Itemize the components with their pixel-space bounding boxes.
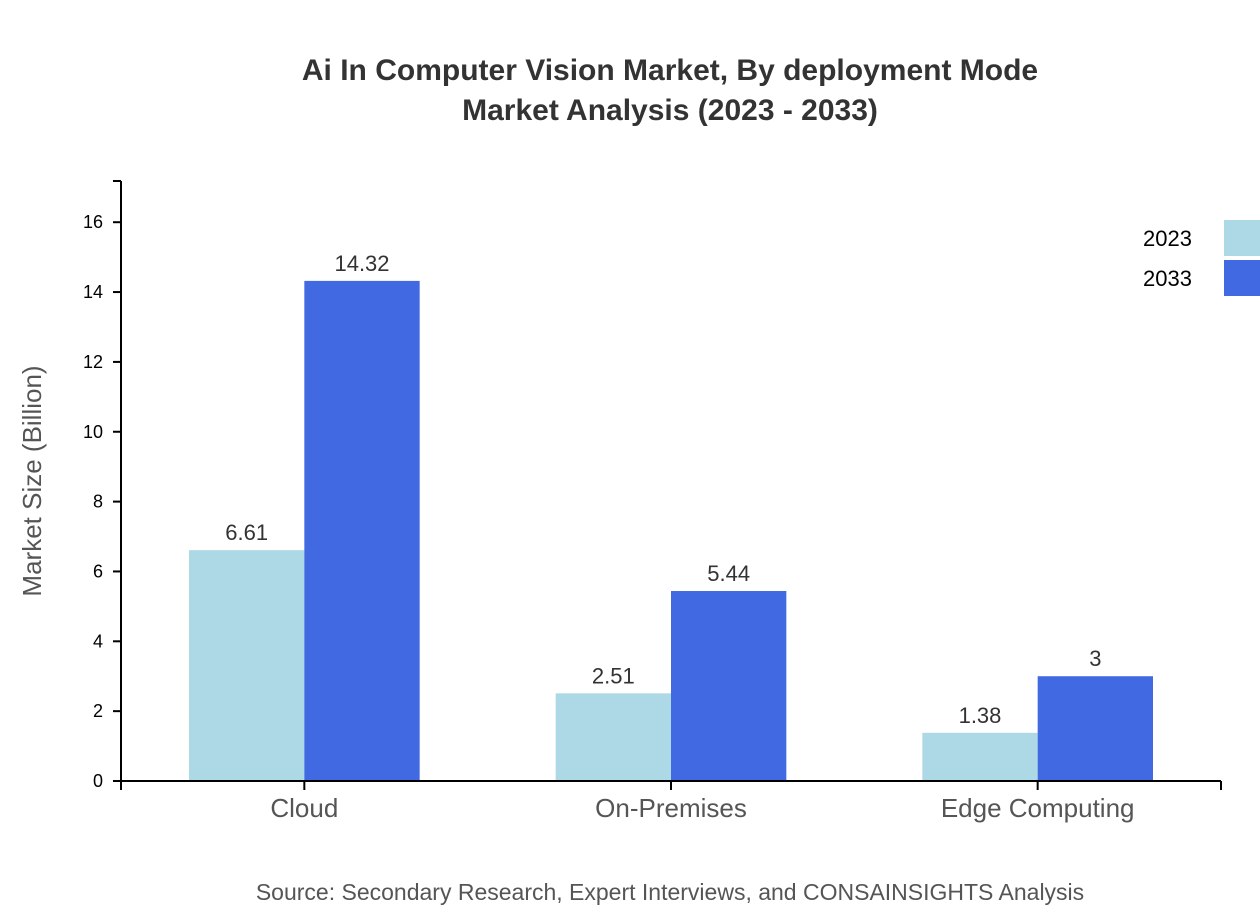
bar-cloud-2023 — [189, 550, 305, 781]
bar-on-premises-2033 — [671, 591, 787, 781]
y-tick-label: 10 — [83, 422, 103, 442]
y-tick-label: 8 — [93, 492, 103, 512]
chart-subtitle: Market Analysis (2023 - 2033) — [462, 94, 878, 127]
data-label: 2.51 — [592, 663, 635, 688]
x-tick-label: On-Premises — [595, 793, 747, 823]
legend-label-2023: 2023 — [1143, 226, 1192, 251]
data-label: 14.32 — [334, 251, 389, 276]
y-tick-label: 14 — [83, 282, 103, 302]
source-note: Source: Secondary Research, Expert Inter… — [256, 879, 1084, 905]
bar-on-premises-2023 — [555, 693, 671, 781]
data-label: 3 — [1089, 646, 1101, 671]
y-tick-label: 12 — [83, 352, 103, 372]
x-tick-label: Cloud — [270, 793, 338, 823]
legend-swatch-2023 — [1224, 220, 1260, 256]
y-axis-label: Market Size (Billion) — [17, 365, 47, 596]
data-label: 1.38 — [959, 703, 1002, 728]
bar-edge-computing-2033 — [1037, 676, 1153, 781]
y-tick-label: 0 — [93, 771, 103, 791]
y-tick-label: 2 — [93, 701, 103, 721]
data-label: 5.44 — [707, 561, 750, 586]
y-tick-label: 6 — [93, 561, 103, 581]
bar-edge-computing-2023 — [922, 732, 1038, 781]
bar-cloud-2033 — [304, 280, 420, 781]
x-tick-label: Edge Computing — [941, 793, 1135, 823]
data-label: 6.61 — [225, 520, 268, 545]
legend-swatch-2033 — [1224, 260, 1260, 296]
y-tick-label: 4 — [93, 631, 103, 651]
legend-label-2033: 2033 — [1143, 266, 1192, 291]
chart-title: Ai In Computer Vision Market, By deploym… — [302, 54, 1038, 87]
y-tick-label: 16 — [83, 212, 103, 232]
